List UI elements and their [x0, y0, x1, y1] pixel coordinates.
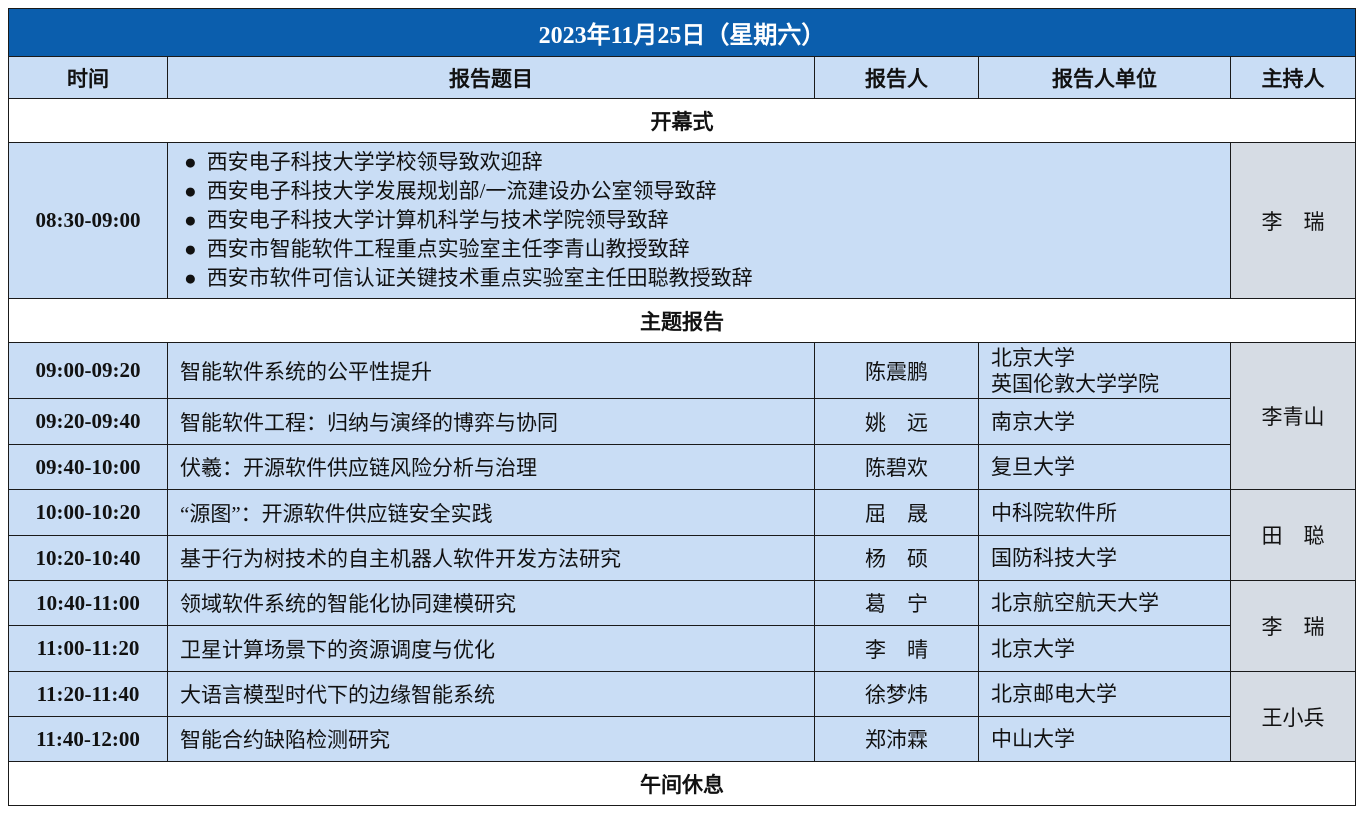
- section-lunch: 午间休息: [7, 761, 1357, 806]
- schedule-table: 2023年11月25日（星期六） 时间 报告题目 报告人 报告人单位 主持人 开…: [7, 8, 1357, 806]
- talk-speaker: 陈碧欢: [814, 444, 979, 490]
- talk-speaker: 郑沛霖: [814, 716, 979, 762]
- list-item: 西安电子科技大学发展规划部/一流建设办公室领导致辞: [184, 177, 1230, 206]
- header-host: 主持人: [1229, 56, 1357, 99]
- talk-speaker: 陈震鹏: [814, 342, 979, 399]
- talk-speaker: 徐梦炜: [814, 671, 979, 717]
- talk-affiliation: 中山大学: [978, 716, 1231, 762]
- talk-topic: 智能软件工程：归纳与演绎的博弈与协同: [167, 398, 815, 445]
- talk-speaker: 屈 晟: [814, 489, 979, 536]
- table-row: 09:40-10:00 伏羲：开源软件供应链风险分析与治理 陈碧欢 复旦大学: [8, 444, 1356, 490]
- affiliation-line: 英国伦敦大学学院: [991, 371, 1159, 396]
- talk-time: 11:20-11:40: [8, 671, 168, 717]
- talk-affiliation: 中科院软件所: [978, 489, 1231, 536]
- talk-topic: 卫星计算场景下的资源调度与优化: [167, 625, 815, 672]
- talk-time: 11:00-11:20: [8, 625, 168, 672]
- header-affiliation: 报告人单位: [978, 56, 1231, 99]
- opening-host: 李 瑞: [1229, 142, 1357, 299]
- talk-affiliation: 北京大学: [978, 625, 1231, 672]
- section-keynote: 主题报告: [7, 298, 1357, 343]
- section-opening: 开幕式: [7, 98, 1357, 143]
- talk-time: 09:40-10:00: [8, 444, 168, 490]
- talk-time: 10:00-10:20: [8, 489, 168, 536]
- talk-affiliation: 南京大学: [978, 398, 1231, 445]
- talk-topic: 智能合约缺陷检测研究: [167, 716, 815, 762]
- talk-topic: 智能软件系统的公平性提升: [167, 342, 815, 399]
- list-item: 西安市软件可信认证关键技术重点实验室主任田聪教授致辞: [184, 264, 1230, 293]
- talk-time: 10:20-10:40: [8, 535, 168, 581]
- talk-time: 09:00-09:20: [8, 342, 168, 399]
- talk-speaker: 杨 硕: [814, 535, 979, 581]
- talk-affiliation: 北京大学 英国伦敦大学学院: [978, 342, 1231, 399]
- schedule-date-title: 2023年11月25日（星期六）: [7, 8, 1357, 57]
- opening-items: 西安电子科技大学学校领导致欢迎辞 西安电子科技大学发展规划部/一流建设办公室领导…: [167, 142, 1231, 299]
- host-cell: 李青山: [1229, 342, 1357, 490]
- header-topic: 报告题目: [167, 56, 815, 99]
- talk-topic: 基于行为树技术的自主机器人软件开发方法研究: [167, 535, 815, 581]
- host-cell: 王小兵: [1229, 671, 1357, 762]
- talk-time: 11:40-12:00: [8, 716, 168, 762]
- talk-speaker: 李 晴: [814, 625, 979, 672]
- talk-affiliation: 复旦大学: [978, 444, 1231, 490]
- talk-topic: 伏羲：开源软件供应链风险分析与治理: [167, 444, 815, 490]
- table-row: 09:20-09:40 智能软件工程：归纳与演绎的博弈与协同 姚 远 南京大学: [8, 398, 1356, 445]
- talk-affiliation: 国防科技大学: [978, 535, 1231, 581]
- header-time: 时间: [8, 56, 168, 99]
- table-row: 11:20-11:40 大语言模型时代下的边缘智能系统 徐梦炜 北京邮电大学 王…: [8, 671, 1357, 762]
- list-item: 西安电子科技大学学校领导致欢迎辞: [184, 148, 1230, 177]
- talk-topic: “源图”：开源软件供应链安全实践: [167, 489, 815, 536]
- list-item: 西安电子科技大学计算机科学与技术学院领导致辞: [184, 206, 1230, 235]
- talk-topic: 大语言模型时代下的边缘智能系统: [167, 671, 815, 717]
- table-row: 11:00-11:20 卫星计算场景下的资源调度与优化 李 晴 北京大学: [8, 625, 1356, 672]
- talk-speaker: 姚 远: [814, 398, 979, 445]
- talk-time: 10:40-11:00: [8, 580, 168, 626]
- host-cell: 田 聪: [1229, 489, 1357, 581]
- table-row: 10:40-11:00 领域软件系统的智能化协同建模研究 葛 宁 北京航空航天大…: [8, 580, 1357, 672]
- table-row: 09:00-09:20 智能软件系统的公平性提升 陈震鹏 北京大学 英国伦敦大学学…: [8, 342, 1357, 490]
- talk-affiliation: 北京邮电大学: [978, 671, 1231, 717]
- list-item: 西安市智能软件工程重点实验室主任李青山教授致辞: [184, 235, 1230, 264]
- table-row: 11:40-12:00 智能合约缺陷检测研究 郑沛霖 中山大学: [8, 716, 1356, 762]
- talk-affiliation: 北京航空航天大学: [978, 580, 1231, 626]
- opening-time: 08:30-09:00: [8, 142, 168, 299]
- affiliation-line: 北京大学: [991, 345, 1075, 370]
- header-speaker: 报告人: [814, 56, 979, 99]
- table-row: 10:20-10:40 基于行为树技术的自主机器人软件开发方法研究 杨 硕 国防…: [8, 535, 1356, 581]
- talk-topic: 领域软件系统的智能化协同建模研究: [167, 580, 815, 626]
- host-cell: 李 瑞: [1229, 580, 1357, 672]
- talk-speaker: 葛 宁: [814, 580, 979, 626]
- table-row: 10:00-10:20 “源图”：开源软件供应链安全实践 屈 晟 中科院软件所 …: [8, 489, 1357, 581]
- talk-time: 09:20-09:40: [8, 398, 168, 445]
